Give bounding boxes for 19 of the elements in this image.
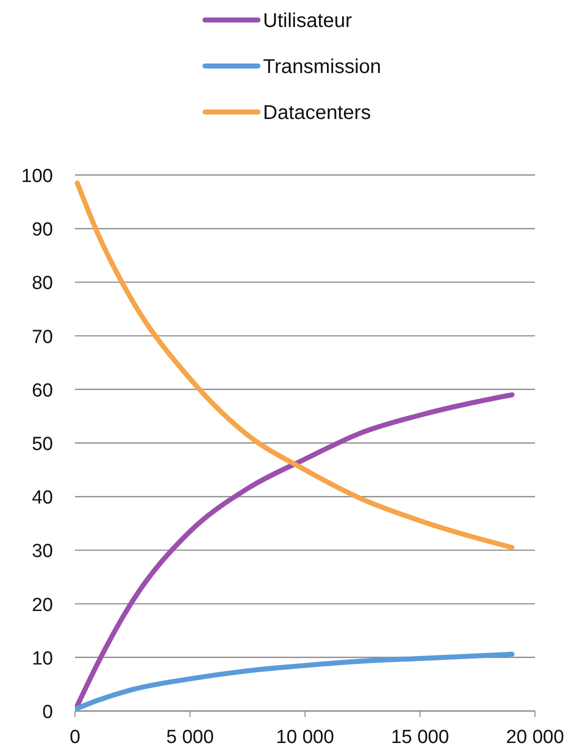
legend-label: Utilisateur xyxy=(263,10,352,32)
y-tick-label: 50 xyxy=(32,434,53,455)
y-tick-label: 100 xyxy=(21,166,53,187)
y-tick-label: 90 xyxy=(32,220,53,241)
legend-label: Datacenters xyxy=(263,102,371,124)
y-tick-label: 10 xyxy=(32,648,53,670)
y-tick-label: 60 xyxy=(32,380,53,402)
y-tick-label: 80 xyxy=(32,273,53,294)
y-tick-label: 40 xyxy=(32,488,53,509)
x-tick-label: 0 xyxy=(70,727,80,748)
x-tick-label: 10 000 xyxy=(276,727,334,748)
y-tick-label: 0 xyxy=(42,702,53,723)
x-tick-label: 15 000 xyxy=(390,727,450,748)
x-tick-label: 20 000 xyxy=(506,727,564,748)
y-tick-label: 70 xyxy=(32,326,53,348)
x-tick-label: 5 000 xyxy=(166,727,214,748)
y-tick-label: 20 xyxy=(32,594,53,616)
legend-label: Transmission xyxy=(263,56,382,78)
y-tick-label: 30 xyxy=(32,541,53,562)
